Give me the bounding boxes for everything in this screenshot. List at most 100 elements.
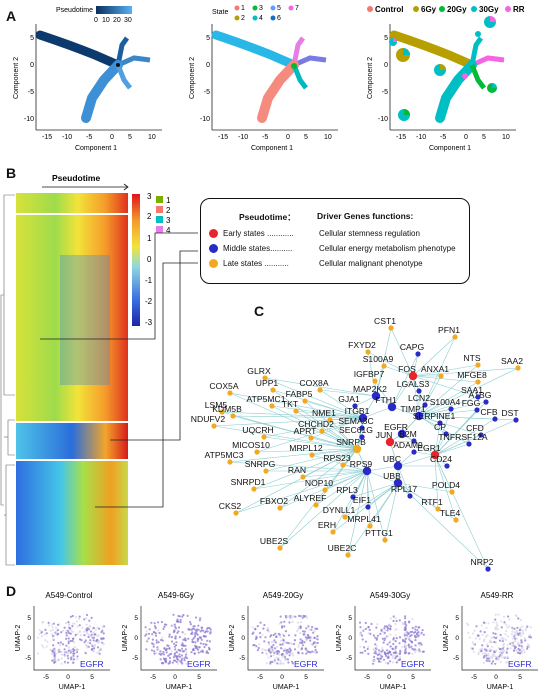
y-tick: 0 (134, 635, 138, 642)
y-tick: -5 (25, 655, 31, 662)
gene-node (322, 487, 328, 493)
late-state-dot (209, 259, 218, 268)
x-tick: 10 (324, 134, 332, 141)
gene-node (358, 413, 368, 423)
network-edge (434, 434, 482, 456)
gene-label: SAA2 (501, 356, 523, 366)
network-edge (304, 400, 358, 450)
gene-node (387, 402, 397, 412)
network-edge (256, 417, 364, 453)
x-tick: 0 (464, 134, 468, 141)
network-edge (279, 448, 358, 509)
gene-label: S100A9 (363, 354, 394, 364)
gene-label: MFGE8 (457, 370, 487, 380)
gene-node (309, 452, 315, 458)
state-label: 4 (259, 15, 263, 22)
gene-label: KDM5B (212, 404, 242, 414)
network-edge (434, 454, 489, 570)
y-axis-label: UMAP-2 (229, 625, 236, 652)
network-edge (367, 351, 377, 397)
gene-label: EIF1 (353, 495, 371, 505)
gene-label-egfr: EGFR (80, 659, 104, 669)
gene-node (485, 566, 491, 572)
gene-node (430, 450, 440, 460)
x-axis-label: UMAP-1 (273, 684, 300, 691)
x-tick: -10 (416, 134, 426, 141)
gene-node (340, 462, 346, 468)
gene-node (385, 437, 395, 447)
heatmap-block-1 (16, 193, 128, 213)
gene-node (345, 552, 351, 558)
gene-label: NOP10 (305, 478, 333, 488)
gene-node (317, 387, 323, 393)
network-edge (229, 448, 358, 463)
network-edge (279, 470, 368, 549)
gene-node (437, 420, 443, 426)
trajectory-plot-pseudotime: Pseudotime 0 10 20 30 5 0 -5 -10 -15 -10… (13, 6, 162, 152)
state-label: 3 (259, 5, 263, 12)
x-tick: -5 (440, 134, 446, 141)
cluster-swatch (156, 196, 163, 203)
network-edge (412, 375, 479, 398)
y-tick: 5 (30, 35, 34, 42)
scale-tick: -3 (145, 318, 153, 327)
y-tick: 0 (30, 62, 34, 69)
legend-tick: 30 (124, 17, 132, 24)
gene-label: MICOS10 (232, 440, 270, 450)
gene-label: UQCRH (242, 425, 274, 435)
gene-label: IGFBP7 (354, 369, 385, 379)
gene-node (414, 411, 424, 421)
network-edge (412, 336, 456, 377)
gene-node (475, 362, 481, 368)
gene-node (444, 463, 450, 469)
network-edge (375, 365, 385, 397)
x-tick: 5 (304, 134, 308, 141)
network-edge (418, 396, 479, 417)
branch-early (35, 30, 123, 70)
y-axis-label: Component 2 (13, 57, 20, 99)
x-tick: -5 (86, 134, 92, 141)
network-edge (310, 437, 358, 450)
x-tick: 5 (304, 674, 308, 681)
branch-top (115, 36, 130, 66)
x-axis-label: Component 1 (251, 145, 293, 152)
network-edge (418, 415, 447, 435)
group-label: RR (513, 5, 525, 14)
color-scale-bar (132, 194, 140, 326)
network-edge (366, 465, 399, 472)
gene-node (227, 390, 233, 396)
network-edge (319, 389, 364, 419)
network-edge (397, 482, 453, 493)
scale-tick: 2 (147, 212, 152, 221)
network-edge (232, 415, 358, 450)
network-edge (221, 411, 364, 419)
x-tick: -10 (238, 134, 248, 141)
network-edge (418, 408, 452, 417)
y-tick: -5 (346, 655, 352, 662)
x-axis-label: UMAP-1 (380, 684, 407, 691)
network-edge (389, 441, 399, 467)
panel-d: A549-Control EGFR -5 0 5 5 0 -5 UMAP-1 UMAP-2 A549… (0, 590, 550, 699)
network-edge (418, 364, 479, 417)
network-edge (344, 482, 399, 518)
network-edge (232, 415, 364, 419)
network-edge (229, 392, 364, 419)
x-tick: 5 (128, 134, 132, 141)
y-tick: -10 (200, 116, 210, 123)
y-tick: -5 (382, 89, 388, 96)
gene-label: UBE2S (260, 536, 288, 546)
network-edge (375, 327, 392, 397)
x-tick: -5 (257, 674, 263, 681)
gene-node (227, 459, 233, 465)
y-tick: 5 (348, 615, 352, 622)
pie-marker (389, 38, 397, 46)
gene-node (261, 434, 267, 440)
gene-node (352, 444, 362, 454)
scale-tick: 3 (147, 192, 152, 201)
gene-node (448, 406, 454, 412)
gene-node (302, 398, 308, 404)
gene-label: CP (434, 422, 446, 432)
x-tick: 10 (148, 134, 156, 141)
network-edge (434, 418, 496, 456)
gene-node (254, 449, 260, 455)
